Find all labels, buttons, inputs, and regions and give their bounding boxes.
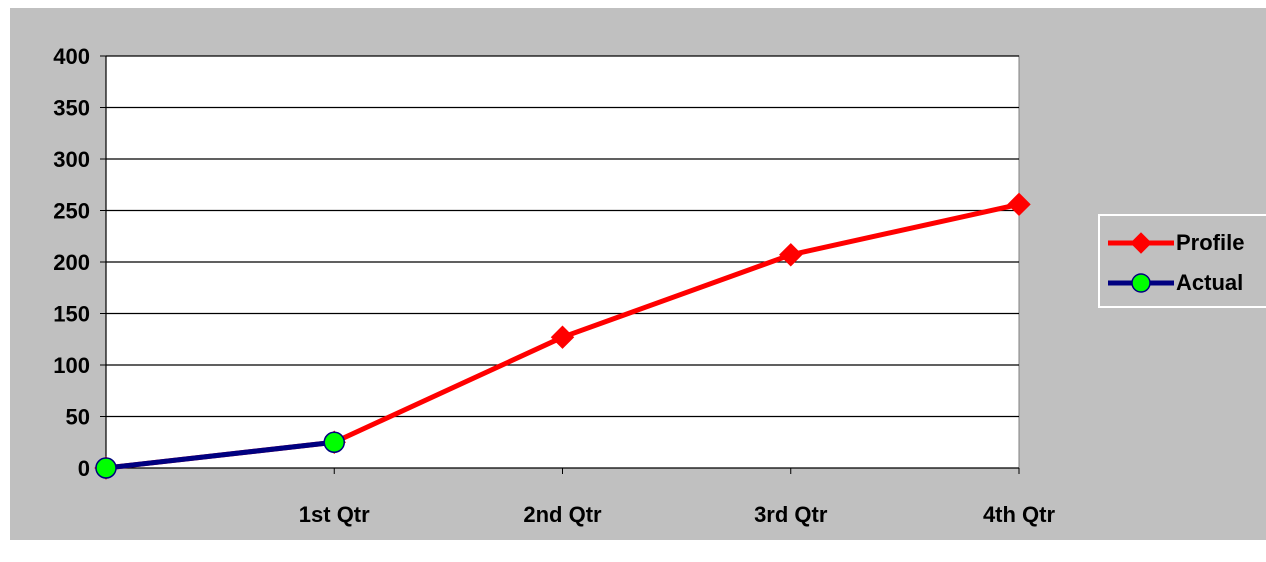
legend-swatch-actual — [1108, 273, 1174, 293]
x-tick-label-4: 4th Qtr — [983, 502, 1056, 527]
y-tick-label-100: 100 — [53, 353, 90, 378]
series-line-actual — [105, 439, 335, 471]
y-tick-label-50: 50 — [66, 405, 90, 430]
y-tick-label-250: 250 — [53, 199, 90, 224]
y-tick-label-300: 300 — [53, 147, 90, 172]
point-profile-3 — [779, 243, 803, 267]
y-tick-label-200: 200 — [53, 250, 90, 275]
x-tick-label-3: 3rd Qtr — [754, 502, 828, 527]
legend-item-actual: Actual — [1100, 266, 1266, 302]
point-actual-0 — [95, 457, 117, 479]
y-tick-label-150: 150 — [53, 302, 90, 327]
y-tick-label-0: 0 — [78, 456, 90, 481]
x-tick-label-1: 1st Qtr — [299, 502, 370, 527]
point-profile-4 — [1007, 192, 1031, 217]
x-tick-label-2: 2nd Qtr — [523, 502, 602, 527]
y-tick-label-350: 350 — [53, 96, 90, 121]
legend-swatch-profile — [1108, 232, 1174, 254]
point-actual-1 — [323, 431, 345, 453]
point-profile-2 — [550, 325, 575, 349]
y-tick-label-400: 400 — [53, 44, 90, 69]
legend-label-actual: Actual — [1176, 270, 1244, 295]
legend-item-profile: Profile — [1100, 226, 1266, 262]
legend-label-profile: Profile — [1176, 230, 1245, 255]
legend: Profile Actual — [1098, 214, 1266, 308]
